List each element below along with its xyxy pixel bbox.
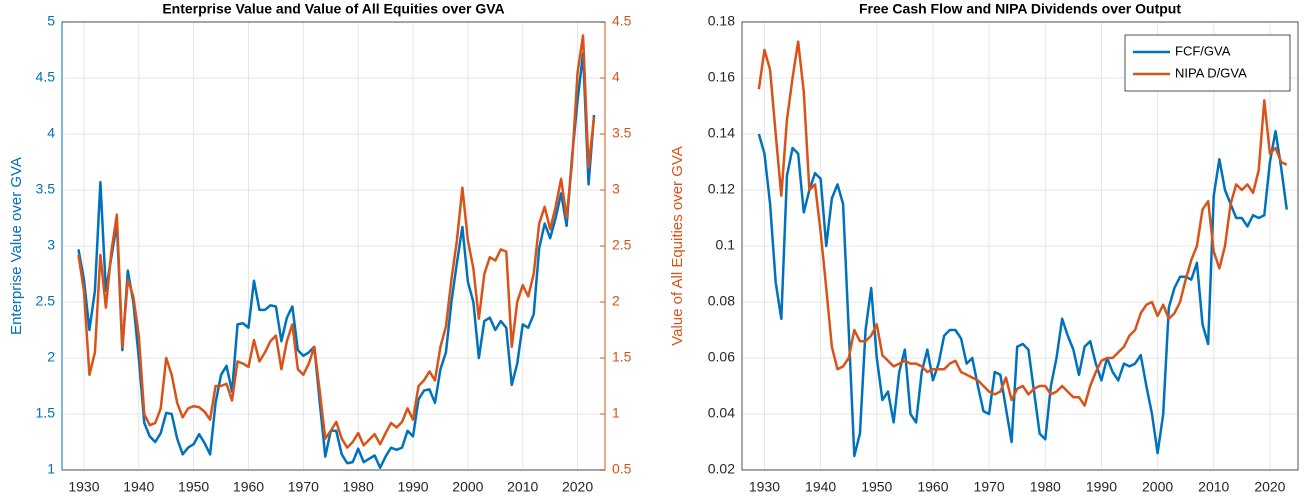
- series-line: [77, 52, 596, 470]
- x-tick-label: 1940: [123, 479, 154, 495]
- y2-tick-label: 4: [612, 69, 620, 85]
- y2-tick-label: 4.5: [612, 13, 632, 29]
- y-tick-label: 0.18: [708, 13, 735, 29]
- legend-label: NIPA D/GVA: [1175, 65, 1247, 80]
- y-tick-label: 0.06: [708, 349, 735, 365]
- y-tick-label: 0.12: [708, 181, 735, 197]
- x-tick-label: 1980: [1030, 479, 1061, 495]
- x-tick-label: 2010: [1198, 479, 1229, 495]
- x-tick-label: 1930: [68, 479, 99, 495]
- x-tick-label: 1990: [1086, 479, 1117, 495]
- y-tick-label: 2: [47, 349, 55, 365]
- y-tick-label: 0.1: [716, 237, 736, 253]
- y-axis-label: Enterprise Value over GVA: [8, 157, 25, 335]
- y-tick-label: 0.08: [708, 293, 735, 309]
- series-line: [757, 129, 1289, 458]
- x-tick-label: 1990: [397, 479, 428, 495]
- y-tick-label: 0.14: [708, 125, 735, 141]
- x-tick-label: 2010: [507, 479, 538, 495]
- x-tick-label: 1950: [178, 479, 209, 495]
- y-tick-label: 0.16: [708, 69, 735, 85]
- y2-tick-label: 3: [612, 181, 620, 197]
- x-tick-label: 2000: [1142, 479, 1173, 495]
- x-tick-label: 1950: [861, 479, 892, 495]
- x-tick-label: 2000: [452, 479, 483, 495]
- y-tick-label: 4.5: [36, 69, 56, 85]
- y2-tick-label: 1.5: [612, 349, 632, 365]
- y-tick-label: 1.5: [36, 405, 56, 421]
- x-tick-label: 1930: [749, 479, 780, 495]
- x-tick-label: 1970: [974, 479, 1005, 495]
- x-tick-label: 1960: [917, 479, 948, 495]
- y-tick-label: 1: [47, 461, 55, 477]
- series-line: [757, 40, 1288, 407]
- x-tick-label: 1940: [805, 479, 836, 495]
- x-tick-label: 1970: [288, 479, 319, 495]
- legend-box: [1124, 34, 1291, 92]
- y2-tick-label: 2.5: [612, 237, 632, 253]
- y-tick-label: 5: [47, 13, 55, 29]
- x-tick-label: 2020: [562, 479, 593, 495]
- axes-box: [741, 21, 1299, 471]
- y-tick-label: 2.5: [36, 293, 56, 309]
- y-tick-label: 0.02: [708, 461, 735, 477]
- y2-axis-label: Value of All Equities over GVA: [669, 146, 686, 346]
- x-tick-label: 2020: [1254, 479, 1285, 495]
- chart-title: Enterprise Value and Value of All Equiti…: [162, 1, 504, 17]
- x-tick-label: 1980: [343, 479, 374, 495]
- y-tick-label: 3: [47, 237, 55, 253]
- y-tick-label: 0.04: [708, 405, 735, 421]
- y2-tick-label: 2: [612, 293, 620, 309]
- y2-tick-label: 1: [612, 405, 620, 421]
- series-line: [77, 34, 596, 449]
- y2-tick-label: 3.5: [612, 125, 632, 141]
- y-tick-label: 3.5: [36, 181, 56, 197]
- chart-title: Free Cash Flow and NIPA Dividends over O…: [859, 1, 1181, 17]
- x-tick-label: 1960: [233, 479, 264, 495]
- y2-tick-label: 0.5: [612, 461, 632, 477]
- legend-label: FCF/GVA: [1175, 43, 1231, 58]
- y-tick-label: 4: [47, 125, 55, 141]
